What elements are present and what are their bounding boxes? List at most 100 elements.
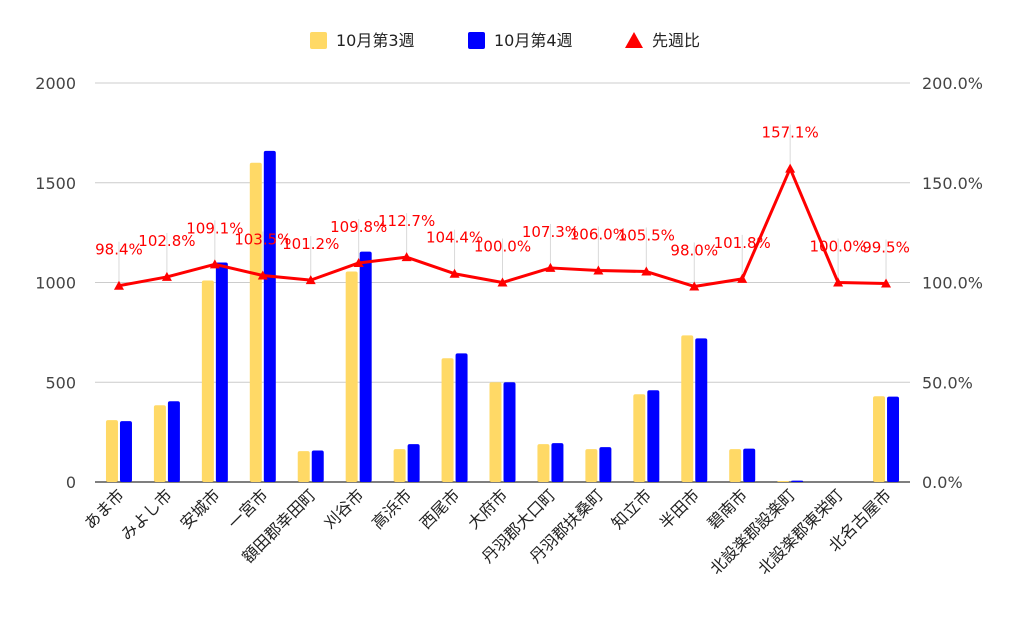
category-label: 刈谷市 [320,485,367,532]
bar-week3 [489,382,502,482]
ratio-point [209,259,220,269]
ratio-point [161,271,172,281]
category-label: 安城市 [176,485,223,532]
right-tick-label: 50.0% [922,373,973,392]
bar-week3 [585,449,598,482]
right-tick-label: 200.0% [922,74,983,93]
left-tick-label: 1500 [35,174,76,193]
bar-week3 [393,449,406,482]
bar-week3 [249,162,262,483]
bar-week4 [455,353,468,482]
bar-week4 [551,443,564,482]
category-label: 高浜市 [368,485,415,532]
ratio-point [305,275,316,285]
bar-week4 [167,401,180,482]
ratio-data-label: 101.8% [714,234,771,252]
bar-week4 [119,421,132,482]
ratio-data-label: 104.4% [426,229,483,247]
category-label: 北設楽郡設楽町 [706,485,799,578]
ratio-point [353,257,364,267]
legend-marker-ratio [625,32,643,48]
bar-week4 [743,448,756,482]
ratio-point [737,273,748,283]
ratio-point [401,252,412,262]
bar-week3 [441,358,454,482]
left-tick-label: 1000 [35,274,76,293]
left-tick-label: 500 [45,373,76,392]
legend: 10月第3週 10月第4週 先週比 [310,31,700,50]
ratio-point [593,265,604,275]
right-tick-label: 100.0% [922,274,983,293]
bar-week4 [887,396,900,482]
ratio-data-label: 109.8% [330,218,387,236]
bars [105,150,900,483]
right-axis-ticks: 0.0% 50.0% 100.0% 150.0% 200.0% [922,74,983,492]
bar-week3 [345,271,358,482]
left-tick-label: 0 [66,473,76,492]
bar-week3 [297,451,310,482]
bar-week3 [873,396,886,482]
ratio-data-label: 100.0% [474,238,531,256]
ratio-data-label: 105.5% [618,227,675,245]
category-label: 北設楽郡東栄町 [754,485,847,578]
category-label: 半田市 [656,485,703,532]
bar-week4 [359,251,372,482]
bar-week4 [647,390,660,482]
bar-week3 [633,394,646,482]
category-label: 知立市 [608,485,655,532]
ratio-point [689,281,700,291]
ratio-data-label: 106.0% [570,226,627,244]
ratio-data-label: 107.3% [522,223,579,241]
legend-label-week3: 10月第3週 [336,31,415,50]
left-axis-ticks: 0 500 1000 1500 2000 [35,74,76,492]
bar-week3 [681,335,694,482]
bar-week4 [791,480,804,482]
legend-swatch-week4 [468,32,485,49]
legend-label-ratio: 先週比 [652,31,700,50]
ratio-point [785,163,796,173]
ratio-data-label: 99.5% [862,238,910,256]
bar-week3 [105,420,118,482]
right-tick-label: 150.0% [922,174,983,193]
bar-week3 [729,449,742,482]
ratio-point [833,277,844,287]
ratio-data-label: 112.7% [378,212,435,230]
ratio-data-label: 102.8% [138,232,195,250]
bar-week3 [777,481,790,482]
ratio-data-label: 101.2% [282,235,339,253]
legend-swatch-week3 [310,32,327,49]
category-label: みよし市 [117,485,176,544]
label-leaders [118,124,887,287]
ratio-point [497,277,508,287]
bar-week3 [201,280,214,482]
bar-week4 [263,150,276,482]
bar-week4 [215,262,228,482]
bar-week4 [311,450,324,482]
ratio-point [257,270,268,280]
ratio-data-label: 157.1% [762,124,819,142]
data-labels: 98.4%102.8%109.1%103.5%101.2%109.8%112.7… [95,124,910,260]
bar-week4 [503,382,516,482]
ratio-data-label: 109.1% [186,219,243,237]
ratio-point [113,280,124,290]
left-tick-label: 2000 [35,74,76,93]
ratio-data-label: 98.0% [670,241,718,259]
bar-week4 [407,444,420,482]
bar-week3 [537,444,550,482]
bar-week4 [599,447,612,482]
ratio-line [113,163,892,291]
ratio-data-label: 100.0% [809,238,866,256]
legend-label-week4: 10月第4週 [494,31,573,50]
ratio-point [881,278,892,288]
bar-week4 [695,338,708,482]
right-tick-label: 0.0% [922,473,963,492]
ratio-point [545,262,556,272]
category-label: 西尾市 [416,485,463,532]
ratio-data-label: 103.5% [234,231,291,249]
ratio-data-label: 98.4% [95,241,143,259]
ratio-point [641,266,652,276]
ratio-point [449,268,460,278]
bar-week3 [153,405,166,482]
